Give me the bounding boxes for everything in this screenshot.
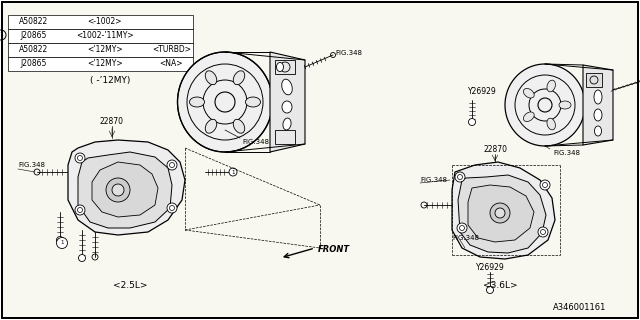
Circle shape	[56, 236, 63, 244]
Ellipse shape	[594, 90, 602, 104]
Text: ( -’12MY): ( -’12MY)	[90, 76, 131, 84]
Bar	[275, 130, 295, 144]
Circle shape	[75, 205, 85, 215]
Ellipse shape	[283, 118, 291, 130]
Ellipse shape	[524, 112, 534, 122]
Text: Y26929: Y26929	[476, 263, 504, 273]
Text: Y26929: Y26929	[468, 87, 497, 97]
Text: <2.5L>: <2.5L>	[113, 281, 147, 290]
Circle shape	[457, 223, 467, 233]
Ellipse shape	[233, 71, 244, 85]
Polygon shape	[78, 152, 172, 228]
Circle shape	[468, 118, 476, 125]
Text: A346001161: A346001161	[554, 303, 607, 313]
Text: FIG.348: FIG.348	[335, 50, 362, 56]
Text: FIG.348: FIG.348	[553, 150, 580, 156]
Text: FIG.348: FIG.348	[420, 177, 447, 183]
Circle shape	[167, 160, 177, 170]
Circle shape	[540, 180, 550, 190]
Text: J20865: J20865	[21, 60, 47, 68]
Ellipse shape	[282, 101, 292, 113]
Text: 1: 1	[60, 241, 64, 245]
Circle shape	[106, 178, 130, 202]
Text: FIG.348: FIG.348	[242, 139, 269, 145]
Bar	[586, 73, 602, 87]
Text: <’12MY>: <’12MY>	[87, 60, 123, 68]
Text: <TURBD>: <TURBD>	[152, 45, 191, 54]
Circle shape	[75, 153, 85, 163]
Bar	[8, 29, 193, 43]
Bar	[8, 43, 193, 57]
Polygon shape	[92, 162, 158, 217]
Text: FRONT: FRONT	[318, 245, 350, 254]
Text: <3.6L>: <3.6L>	[483, 281, 517, 290]
Text: 22870: 22870	[100, 117, 124, 126]
Ellipse shape	[595, 126, 602, 136]
Ellipse shape	[177, 52, 273, 152]
Text: <’12MY>: <’12MY>	[87, 45, 123, 54]
Circle shape	[495, 208, 505, 218]
Circle shape	[486, 286, 493, 293]
Ellipse shape	[524, 88, 534, 98]
Ellipse shape	[189, 97, 205, 107]
Ellipse shape	[205, 71, 217, 85]
Text: <1002-’11MY>: <1002-’11MY>	[76, 31, 134, 41]
Circle shape	[538, 227, 548, 237]
Ellipse shape	[505, 64, 585, 146]
Polygon shape	[458, 175, 546, 253]
Circle shape	[56, 237, 67, 249]
Text: <NA>: <NA>	[160, 60, 183, 68]
Text: 1: 1	[231, 170, 235, 174]
Text: J20865: J20865	[21, 31, 47, 41]
Ellipse shape	[547, 118, 556, 130]
Circle shape	[490, 203, 510, 223]
Circle shape	[112, 184, 124, 196]
Bar	[275, 60, 295, 74]
Polygon shape	[468, 185, 534, 242]
Circle shape	[79, 254, 86, 261]
Text: 1: 1	[0, 33, 3, 37]
Bar	[8, 15, 193, 29]
Text: 22870: 22870	[483, 146, 507, 155]
Text: <-1002>: <-1002>	[88, 18, 122, 27]
Ellipse shape	[276, 62, 284, 71]
Polygon shape	[270, 52, 305, 152]
Ellipse shape	[246, 97, 260, 107]
Ellipse shape	[282, 79, 292, 95]
Circle shape	[229, 168, 237, 176]
Ellipse shape	[594, 109, 602, 121]
Circle shape	[455, 172, 465, 182]
Text: FIG.348: FIG.348	[452, 235, 479, 241]
Polygon shape	[68, 140, 185, 235]
Polygon shape	[583, 65, 613, 145]
Text: A50822: A50822	[19, 45, 49, 54]
Ellipse shape	[559, 101, 571, 109]
Text: A50822: A50822	[19, 18, 49, 27]
Polygon shape	[452, 162, 555, 259]
Ellipse shape	[547, 80, 556, 92]
Circle shape	[167, 203, 177, 213]
Text: FIG.348: FIG.348	[18, 162, 45, 168]
Ellipse shape	[205, 119, 217, 133]
Bar	[8, 57, 193, 71]
Ellipse shape	[233, 119, 244, 133]
